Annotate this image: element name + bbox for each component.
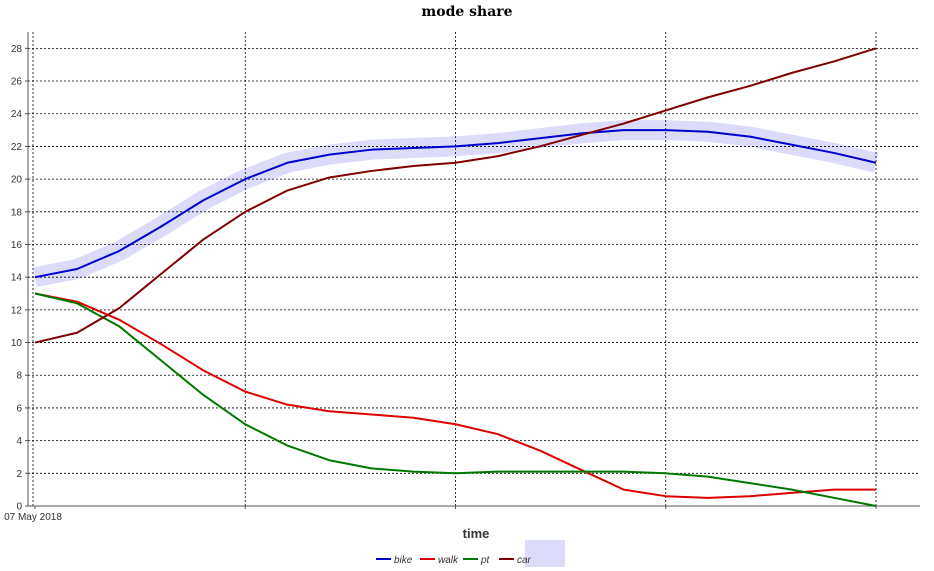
y-tick-label: 10 — [11, 338, 23, 349]
x-ticks: 07 May 2018 — [4, 506, 877, 523]
y-tick-label: 16 — [11, 240, 23, 251]
grid — [28, 32, 920, 506]
legend-label-car: car — [517, 555, 532, 566]
y-tick-label: 0 — [16, 502, 22, 513]
y-tick-label: 22 — [11, 142, 23, 153]
y-tick-label: 6 — [16, 403, 22, 414]
series-line-car — [34, 47, 877, 344]
x-tick-label: 07 May 2018 — [4, 512, 62, 523]
legend-label-pt: pt — [480, 555, 491, 566]
y-tick-label: 12 — [11, 305, 23, 316]
series-line-bike — [34, 129, 877, 279]
legend-label-walk: walk — [438, 555, 459, 566]
series-line-walk — [34, 292, 876, 499]
series-lines — [34, 47, 877, 507]
y-tick-label: 2 — [16, 469, 22, 480]
chart-title: mode share — [421, 4, 512, 20]
series-line-pt — [34, 292, 877, 507]
y-tick-label: 4 — [16, 436, 22, 447]
y-tick-label: 26 — [11, 77, 23, 88]
y-tick-label: 8 — [16, 371, 22, 382]
y-tick-label: 20 — [11, 175, 23, 186]
legend-highlight-swatch — [525, 540, 565, 567]
x-axis-label: time — [463, 526, 490, 541]
legend-label-bike: bike — [394, 555, 413, 566]
axes — [27, 32, 920, 507]
y-tick-label: 28 — [11, 44, 23, 55]
legend: bike walk pt car — [376, 540, 565, 567]
y-tick-label: 14 — [11, 273, 23, 284]
y-tick-label: 18 — [11, 207, 23, 218]
y-tick-label: 24 — [11, 109, 23, 120]
